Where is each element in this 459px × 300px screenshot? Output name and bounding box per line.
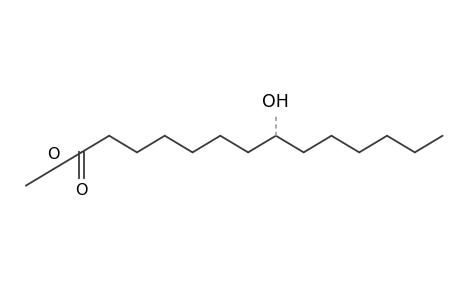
Text: OH: OH (262, 93, 289, 111)
Text: O: O (47, 148, 60, 163)
Text: O: O (75, 183, 88, 198)
